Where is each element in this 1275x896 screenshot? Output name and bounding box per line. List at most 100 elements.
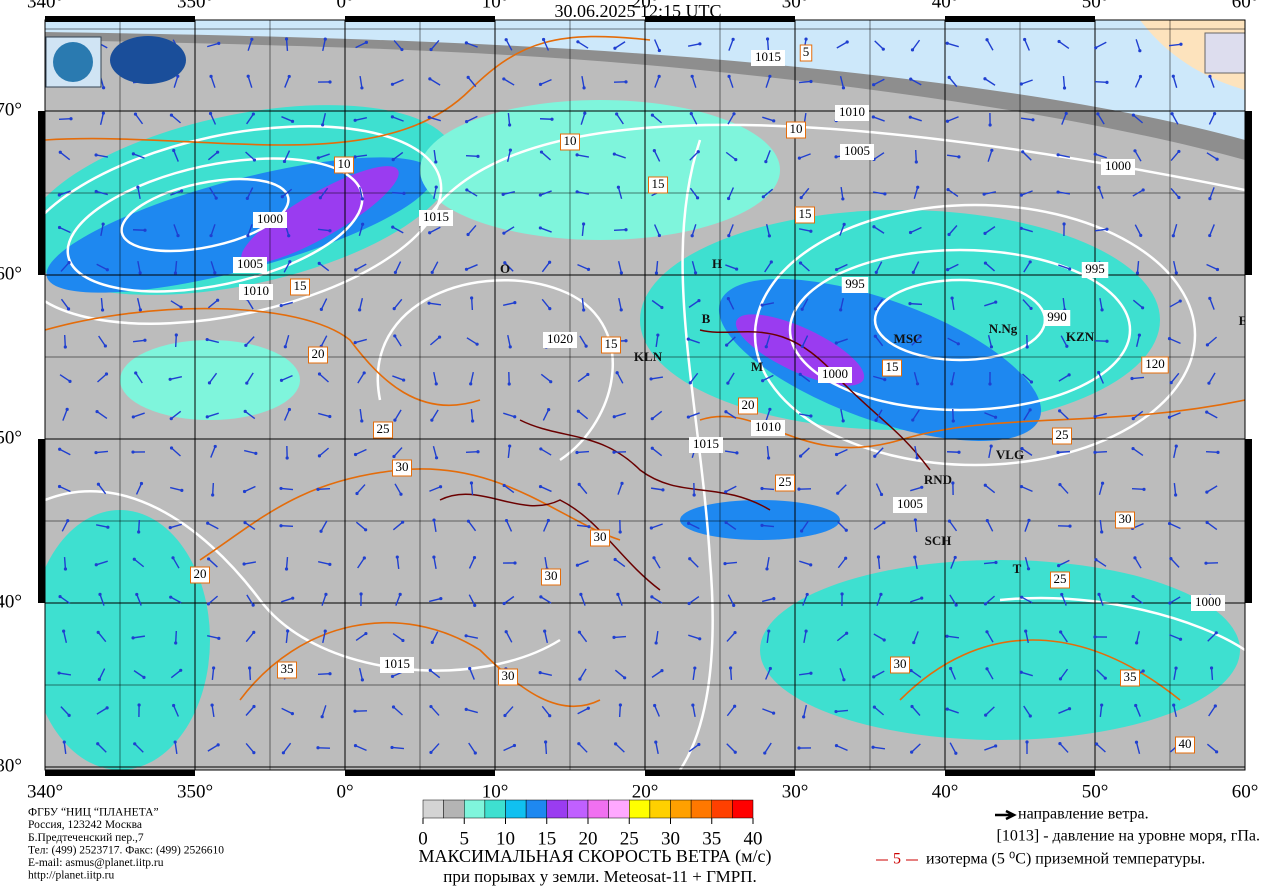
wind-arrow [913,187,919,199]
wind-arrow-head [104,372,109,376]
wind-arrow [911,336,921,346]
wind-arrow-head [727,196,731,201]
wind-arrow-head [360,678,364,682]
wind-arrow-head [650,417,654,421]
wind-arrow-head [727,233,731,238]
wind-arrow-head [1213,704,1217,708]
wind-arrow-head [285,456,289,460]
wind-arrow [429,669,441,679]
wind-arrow [207,151,219,161]
wind-arrow-head [994,744,998,748]
frame-scale: 340° 340° 350° 350° 0° 0° 10° 10° 20° 20° 30° 30° 40… [0,0,1258,802]
wind-arrow-head [105,268,109,272]
wind-arrow-head [502,77,506,81]
wind-arrow-head [468,666,472,671]
wind-arrow-head [1174,493,1178,497]
wind-arrow [207,412,219,418]
wind-arrow-head [400,47,404,52]
wind-arrow-head [1138,74,1143,79]
wind-arrow [540,485,552,493]
city-label: EK [1239,313,1259,328]
wind-arrow [1209,76,1215,88]
wind-arrow [617,594,623,606]
wind-arrow-head [1135,271,1140,275]
wind-arrow-head [660,669,664,673]
wind-arrow-head [994,560,998,565]
wind-arrow [1094,80,1108,84]
isobars [45,123,1245,770]
wind-arrow-head [768,666,772,671]
wind-arrow-head [94,450,98,455]
wind-arrow [466,189,478,197]
wind-arrow [1208,705,1216,717]
wind-arrow [839,297,845,311]
colorbar-cell [443,799,465,819]
contour-label-bg [190,566,210,584]
wind-arrow [133,412,145,418]
wind-arrow [688,522,700,530]
wind-arrow [1206,411,1218,419]
wind-arrow [946,635,960,639]
wind-arrow [505,39,513,51]
wind-arrow-head [834,452,839,457]
wind-arrow [949,594,957,606]
city-label: KZN [1066,329,1095,344]
wind-arrow-head [62,629,66,633]
wind-arrow [392,151,404,161]
wind-arrow-head [362,556,366,560]
wind-arrow-head [1208,296,1212,300]
colorbar-tick-label: 25 [620,828,639,849]
contour-label-bg [560,133,580,151]
lat-label: 60° [0,263,22,284]
wind-arrow-head [214,196,218,200]
wind-arrow [134,743,144,753]
lat-label: 70° [0,99,22,120]
wind-arrow [170,300,182,308]
wind-arrow-head [1019,484,1024,489]
wind-arrow-head [101,86,106,90]
wind-arrow-head [169,595,173,599]
wind-arrow [211,482,215,496]
wind-arrow [355,521,367,531]
wind-arrow [877,556,881,570]
wind-arrow [1169,412,1181,418]
wind-arrow [135,372,143,384]
logo [110,36,186,84]
wind-arrow-head [242,489,247,494]
city-label: M [751,359,763,374]
wind-arrow [800,447,810,457]
colorbar: 0 5 10 15 20 25 30 35 40 [418,799,763,849]
wind-arrow-head [734,158,738,162]
wind-arrow [1208,113,1216,125]
wind-arrow-head [1169,557,1173,561]
contour-label-bg [1141,356,1169,374]
wind-arrow-head [623,676,627,680]
wind-arrow-head [1058,741,1062,746]
lon-label-top: 10° [482,0,509,12]
contour-label: 1010 [839,104,865,119]
wind-arrow [985,262,995,272]
wind-arrow-head [353,340,357,345]
wind-arrow [503,744,515,752]
wind-arrow [322,38,326,52]
wind-arrow [283,409,291,421]
wind-arrow [872,746,886,750]
wind-arrow-head [507,382,511,386]
wind-arrow-head [101,222,105,226]
wind-arrow [170,114,182,124]
wind-arrow-head [1056,190,1060,194]
wind-arrow [613,635,627,639]
wind-arrow [543,630,549,644]
wind-arrow [913,372,919,384]
wind-arrow [576,191,590,195]
wind-arrow-head [317,454,322,458]
wind-arrow [798,228,812,232]
wind-arrow-head [172,148,176,153]
wind-arrow [872,191,886,195]
wind-arrow-head [761,379,765,383]
wind-arrow-head [765,37,770,41]
wind-arrow [169,376,183,380]
wind-arrow-head [353,118,357,122]
wind-arrow-head [918,335,922,339]
contour-label: 120 [1145,356,1165,371]
